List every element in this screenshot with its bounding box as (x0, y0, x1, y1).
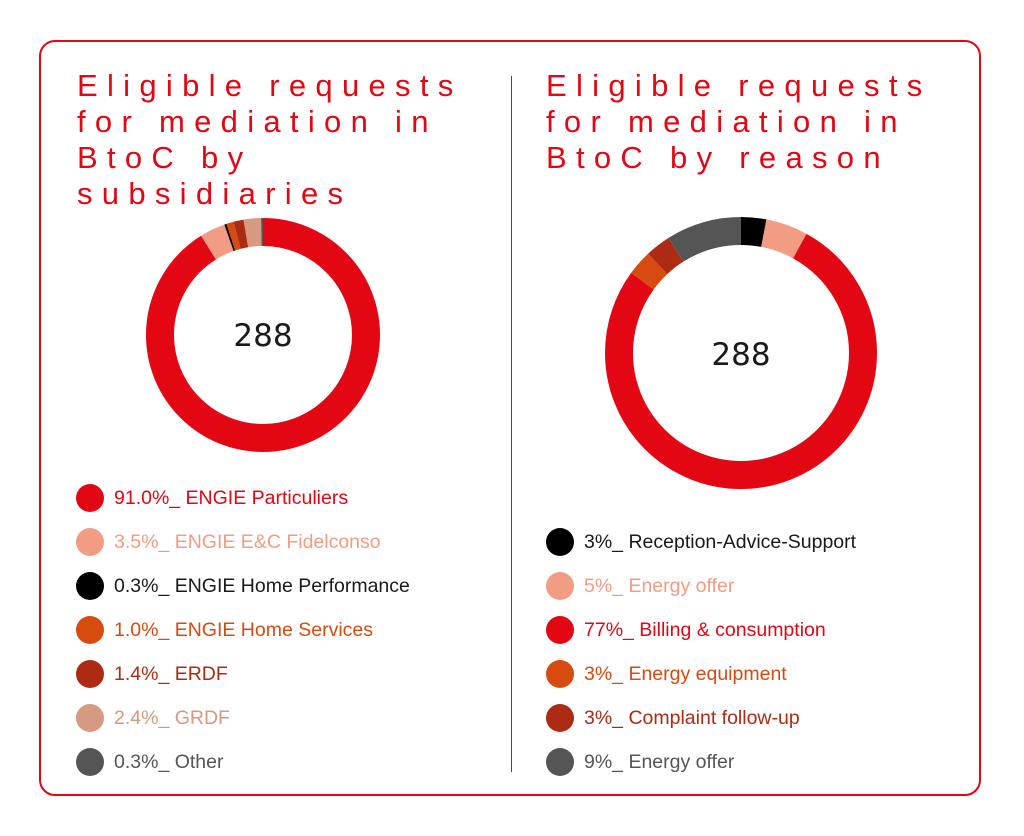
legend-label: 0.3%_ Other (114, 751, 224, 773)
legend-item: 9%_ Energy offer (546, 748, 856, 777)
right-chart-title: Eligible requests for mediation in BtoC … (546, 68, 932, 175)
legend-item: 3%_ Reception-Advice-Support (546, 528, 856, 557)
left-chart-title: Eligible requests for mediation in BtoC … (77, 68, 463, 211)
legend-item: 91.0%_ ENGIE Particuliers (76, 484, 410, 513)
legend-item: 77%_ Billing & consumption (546, 616, 856, 645)
subsidiaries-legend: 91.0%_ ENGIE Particuliers 3.5%_ ENGIE E&C… (76, 484, 410, 792)
legend-swatch (546, 660, 574, 688)
legend-swatch (76, 660, 104, 688)
infographic-frame (39, 40, 981, 796)
subsidiaries-donut-chart: 288 (146, 218, 380, 452)
legend-swatch (76, 616, 104, 644)
legend-swatch (76, 528, 104, 556)
legend-swatch (546, 616, 574, 644)
legend-item: 2.4%_ GRDF (76, 704, 410, 733)
donut-slice-77-billing-consumption (605, 217, 877, 489)
legend-item: 1.0%_ ENGIE Home Services (76, 616, 410, 645)
donut-slice-0-3-other (146, 218, 380, 452)
legend-swatch (76, 484, 104, 512)
subsidiaries-total-label: 288 (233, 318, 292, 354)
legend-swatch (76, 572, 104, 600)
legend-item: 5%_ Energy offer (546, 572, 856, 601)
legend-label: 3%_ Complaint follow-up (584, 707, 800, 729)
donut-slice-9-energy-offer (605, 217, 877, 489)
legend-item: 1.4%_ ERDF (76, 660, 410, 689)
legend-label: 0.3%_ ENGIE Home Performance (114, 575, 410, 597)
legend-label: 9%_ Energy offer (584, 751, 735, 773)
legend-swatch (546, 572, 574, 600)
legend-label: 1.4%_ ERDF (114, 663, 228, 685)
reasons-legend: 3%_ Reception-Advice-Support 5%_ Energy o… (546, 528, 856, 792)
legend-label: 91.0%_ ENGIE Particuliers (114, 487, 349, 509)
legend-item: 3%_ Energy equipment (546, 660, 856, 689)
legend-label: 5%_ Energy offer (584, 575, 735, 597)
legend-label: 2.4%_ GRDF (114, 707, 230, 729)
legend-item: 0.3%_ Other (76, 748, 410, 777)
legend-item: 3.5%_ ENGIE E&C Fidelconso (76, 528, 410, 557)
legend-item: 0.3%_ ENGIE Home Performance (76, 572, 410, 601)
reasons-total-label: 288 (711, 337, 770, 373)
legend-label: 3.5%_ ENGIE E&C Fidelconso (114, 531, 381, 553)
legend-swatch (76, 748, 104, 776)
legend-item: 3%_ Complaint follow-up (546, 704, 856, 733)
legend-label: 3%_ Reception-Advice-Support (584, 531, 857, 553)
legend-label: 3%_ Energy equipment (584, 663, 787, 685)
legend-swatch (546, 704, 574, 732)
legend-swatch (76, 704, 104, 732)
legend-swatch (546, 748, 574, 776)
panel-divider (511, 76, 512, 772)
legend-swatch (546, 528, 574, 556)
legend-label: 1.0%_ ENGIE Home Services (114, 619, 374, 641)
legend-label: 77%_ Billing & consumption (584, 619, 826, 641)
reasons-donut-chart: 288 (605, 217, 877, 489)
